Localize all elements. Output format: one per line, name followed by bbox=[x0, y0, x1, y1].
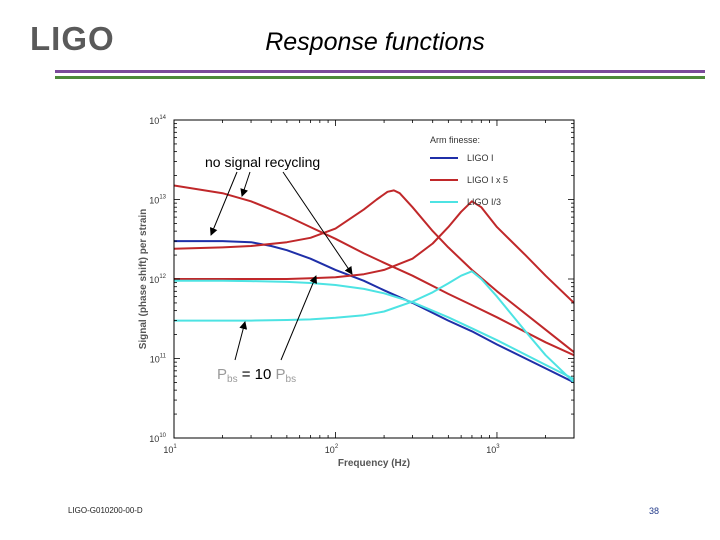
legend-label: LIGO I/3 bbox=[467, 197, 501, 207]
series-line-5 bbox=[174, 279, 574, 380]
header-rule-purple bbox=[55, 70, 705, 73]
annotation-arrow bbox=[240, 171, 251, 197]
annotation-arrow bbox=[209, 171, 238, 236]
pbs-symbol-2: P bbox=[275, 366, 286, 383]
ligo-logo: LIGO bbox=[30, 20, 115, 57]
annotation-arrow bbox=[280, 275, 317, 361]
y-tick-label: 1013 bbox=[149, 195, 166, 206]
annotation-pbs: Pbs = 10 Pbs bbox=[217, 366, 296, 385]
legend-label: LIGO I bbox=[467, 153, 494, 163]
y-tick-label: 1010 bbox=[149, 433, 166, 444]
slide-title: Response functions bbox=[265, 28, 485, 56]
series-line-6 bbox=[174, 270, 574, 384]
y-axis-title: Signal (phase shift) per strain bbox=[138, 209, 149, 350]
header-rule-green bbox=[55, 76, 705, 79]
x-axis-title: Frequency (Hz) bbox=[338, 458, 410, 469]
series-line-1 bbox=[174, 240, 574, 384]
y-tick-label: 1012 bbox=[149, 274, 166, 285]
series-line-2 bbox=[174, 184, 574, 357]
page-number: 38 bbox=[649, 506, 660, 516]
legend-layer: Arm finesse: LIGO I LIGO I x 5 LIGO I/3 bbox=[430, 135, 508, 207]
x-tick-label: 103 bbox=[486, 444, 500, 455]
legend-label: LIGO I x 5 bbox=[467, 175, 508, 185]
pbs-equals: = 10 bbox=[237, 366, 276, 383]
annotation-arrow bbox=[234, 321, 248, 361]
annotation-arrow bbox=[282, 171, 353, 275]
series-layer bbox=[174, 184, 574, 384]
x-tick-label: 102 bbox=[325, 444, 339, 455]
pbs-subscript-1: bs bbox=[227, 374, 238, 385]
legend-title: Arm finesse: bbox=[430, 135, 480, 145]
axis-layer: 101 102 103 1010 1011 1012 1013 1014 Frequency (… bbox=[138, 115, 575, 469]
arrow-layer bbox=[209, 171, 353, 361]
pbs-symbol-1: P bbox=[217, 366, 228, 383]
series-line-4 bbox=[174, 200, 574, 304]
y-tick-label: 1014 bbox=[149, 115, 166, 126]
annotation-no-signal-recycling: no signal recycling bbox=[205, 154, 321, 170]
pbs-subscript-2: bs bbox=[285, 374, 297, 385]
y-tick-label: 1011 bbox=[150, 354, 167, 365]
x-tick-label: 101 bbox=[163, 444, 177, 455]
footer-document-id: LIGO-G010200-00-D bbox=[68, 506, 143, 515]
